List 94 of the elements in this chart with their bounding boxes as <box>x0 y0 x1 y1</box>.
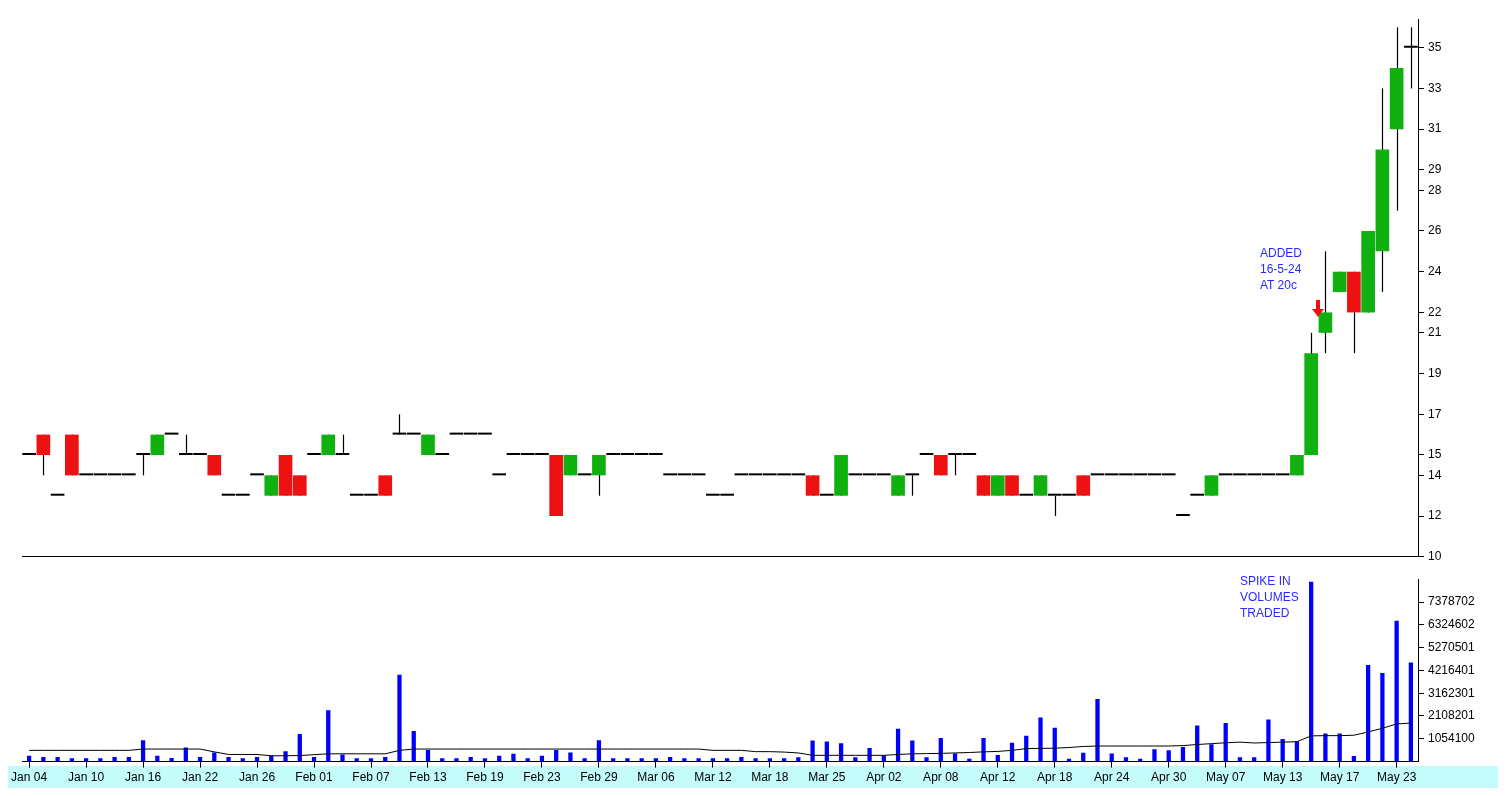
bar <box>1223 723 1228 762</box>
y-tick-label: 28 <box>1428 182 1442 197</box>
x-tick-label: May 23 <box>1376 770 1417 785</box>
bar <box>981 738 986 762</box>
bar <box>511 753 516 762</box>
bar <box>112 757 117 762</box>
y-tick-label: 12 <box>1428 508 1442 523</box>
bar <box>283 751 288 762</box>
bar <box>568 752 573 762</box>
x-tick-label: Apr 02 <box>866 770 902 785</box>
bar <box>397 674 402 762</box>
annotation: SPIKE IN VOLUMES TRADED <box>1240 574 1299 621</box>
annotation: ADDED 16-5-24 AT 20c <box>1260 246 1303 293</box>
bar <box>1152 749 1157 762</box>
x-tick-label: Jan 26 <box>239 770 276 785</box>
bar <box>169 757 174 762</box>
x-tick-label: Jan 22 <box>182 770 219 785</box>
y-tick-label: 24 <box>1428 264 1442 279</box>
x-tick-label: Jan 16 <box>125 770 162 785</box>
x-tick-label: Mar 06 <box>637 770 675 785</box>
x-tick-label: Apr 18 <box>1037 770 1073 785</box>
candlestick <box>264 474 279 497</box>
bar <box>1380 672 1385 762</box>
bar <box>1180 747 1186 762</box>
bar <box>625 758 630 762</box>
y-tick-label: 26 <box>1428 223 1442 238</box>
bar <box>739 757 744 762</box>
y-tick-label: 10 <box>1428 549 1442 564</box>
candlestick <box>976 474 991 497</box>
bar <box>867 747 872 762</box>
y-tick-label: 1054100 <box>1428 731 1476 746</box>
candlestick <box>891 474 905 497</box>
x-tick-label: Jan 10 <box>68 770 105 785</box>
y-tick-label: 35 <box>1428 40 1442 55</box>
x-tick-label: Mar 25 <box>808 770 846 785</box>
bar <box>1366 664 1371 762</box>
candlestick <box>335 434 350 456</box>
bar <box>1309 581 1314 762</box>
x-tick-label: May 17 <box>1319 770 1360 785</box>
bar <box>454 758 459 762</box>
y-tick-label: 17 <box>1428 406 1442 421</box>
x-tick-label: Feb 13 <box>409 770 447 785</box>
bar <box>696 758 701 762</box>
candlestick <box>905 473 920 497</box>
y-tick-label: 22 <box>1428 304 1442 319</box>
x-tick-label: Feb 01 <box>295 770 334 785</box>
bar <box>55 757 60 762</box>
y-tick-label: 6324602 <box>1428 617 1476 632</box>
x-tick-label: May 07 <box>1206 770 1246 785</box>
y-tick-label: 33 <box>1428 80 1442 95</box>
bar <box>753 758 758 762</box>
candlestick <box>136 452 150 476</box>
bar <box>326 710 331 762</box>
bar <box>810 740 815 762</box>
y-tick-label: 2108201 <box>1428 708 1476 723</box>
bar <box>1209 744 1214 762</box>
y-tick-label: 29 <box>1428 162 1442 177</box>
bar <box>1038 717 1043 762</box>
y-tick-label: 3162301 <box>1428 685 1476 700</box>
x-tick-label: Feb 19 <box>466 770 504 785</box>
bar <box>682 758 687 762</box>
y-tick-label: 4216401 <box>1428 662 1476 677</box>
x-tick-label: Apr 24 <box>1094 770 1130 785</box>
bar <box>340 754 345 762</box>
bar <box>1195 725 1200 762</box>
candlestick <box>1318 250 1333 354</box>
x-tick-label: Feb 23 <box>523 770 561 785</box>
bar <box>226 757 231 762</box>
x-tick-label: Apr 12 <box>980 770 1016 785</box>
bar <box>1337 733 1342 762</box>
y-tick-label: 7378702 <box>1428 594 1476 609</box>
y-tick-label: 21 <box>1428 325 1442 340</box>
x-tick-label: Mar 12 <box>694 770 732 785</box>
bar <box>1323 733 1328 762</box>
y-tick-label: 5270501 <box>1428 639 1476 654</box>
y-tick-label: 14 <box>1428 467 1442 482</box>
y-tick-label: 15 <box>1428 447 1442 462</box>
bar <box>924 757 929 762</box>
x-tick-label: Apr 30 <box>1151 770 1187 785</box>
bar <box>1394 620 1399 762</box>
bar <box>1166 750 1171 762</box>
x-tick-label: Feb 29 <box>580 770 618 785</box>
bar <box>1095 699 1100 762</box>
x-tick-label: Mar 18 <box>751 770 789 785</box>
y-tick-label: 19 <box>1428 365 1442 380</box>
y-tick-label: 31 <box>1428 121 1442 136</box>
x-tick-label: May 13 <box>1262 770 1303 785</box>
x-tick-label: Jan 04 <box>11 770 48 785</box>
bar <box>41 757 46 762</box>
candlestick <box>990 474 1005 497</box>
bar <box>1408 662 1414 762</box>
x-tick-label: Feb 07 <box>352 770 391 785</box>
x-tick-label: Apr 08 <box>923 770 959 785</box>
bar <box>1266 719 1271 762</box>
